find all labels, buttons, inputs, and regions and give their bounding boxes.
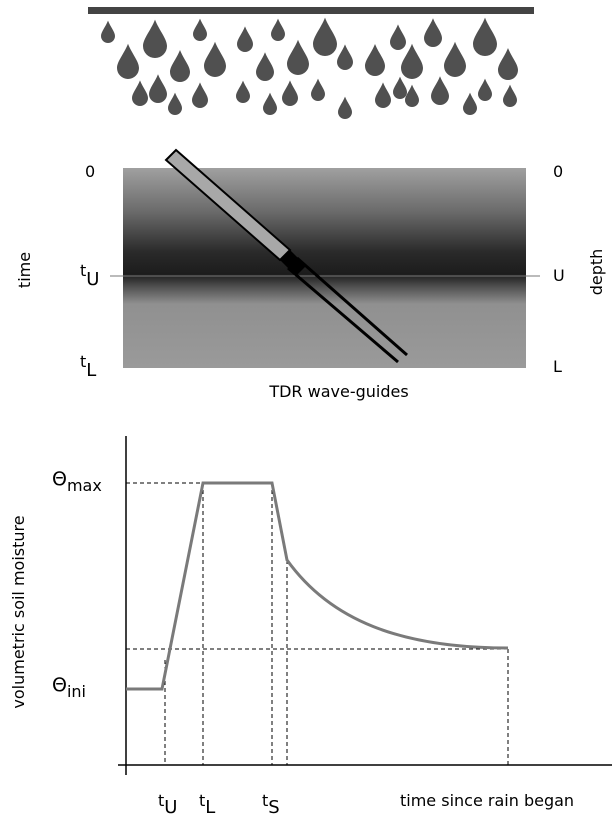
raindrop [192,82,208,108]
moisture-curve [126,481,509,691]
raindrop [313,17,337,57]
raindrop [375,82,391,108]
x-tick-tU: tU [158,791,177,817]
soil-profile [123,168,526,368]
raindrop [503,84,517,107]
right-tick-U: U [553,266,565,285]
moisture-chart: volumetric soil moisture Θmax Θini tU tL… [9,436,612,817]
right-axis-label: depth [587,249,606,296]
raindrop [282,80,298,106]
x-tick-tS: tS [262,791,280,817]
raindrop [132,80,148,106]
raindrop [170,50,190,82]
y-tick-theta-max: Θmax [52,468,102,495]
raindrop [287,39,309,75]
tdr-probe [164,148,408,364]
raindrop [405,84,419,107]
raindrop [271,18,285,41]
raindrop [431,76,449,105]
raindrop [149,74,167,103]
raindrop [168,92,182,115]
tdr-caption: TDR wave-guides [268,382,408,401]
raindrop [263,92,277,115]
raindrop [311,78,325,101]
raindrop [101,20,115,43]
y-axis-label: volumetric soil moisture [9,515,28,708]
raindrop [256,52,274,81]
probe-rod-1 [287,266,399,364]
raindrop [473,17,497,57]
raindrop [424,18,442,47]
probe-rod-2 [296,256,408,357]
left-axis-label: time [15,252,34,288]
raindrop [365,44,385,76]
raindrops [101,17,518,119]
left-tick-tU: tU [80,261,99,290]
raindrop [401,43,423,79]
rain-cloud-bar [88,7,534,14]
raindrop [143,19,167,59]
raindrop [390,24,406,50]
raindrop [498,48,518,80]
y-tick-theta-ini: Θini [52,674,86,701]
right-tick-0: 0 [553,162,563,181]
raindrop [444,41,466,77]
raindrop [337,44,353,70]
x-axis-label: time since rain began [400,791,574,810]
raindrop [463,92,477,115]
raindrop [338,96,352,119]
raindrop [193,18,207,41]
raindrop [237,26,253,52]
raindrop [204,41,226,77]
right-tick-L: L [553,357,562,376]
raindrop [478,78,492,101]
raindrop [117,43,139,79]
probe-connector [280,250,306,276]
raindrop [393,76,407,99]
left-tick-tL: tL [80,352,96,381]
x-tick-tL: tL [199,791,215,817]
left-tick-0: 0 [85,162,95,181]
raindrop [236,80,250,103]
